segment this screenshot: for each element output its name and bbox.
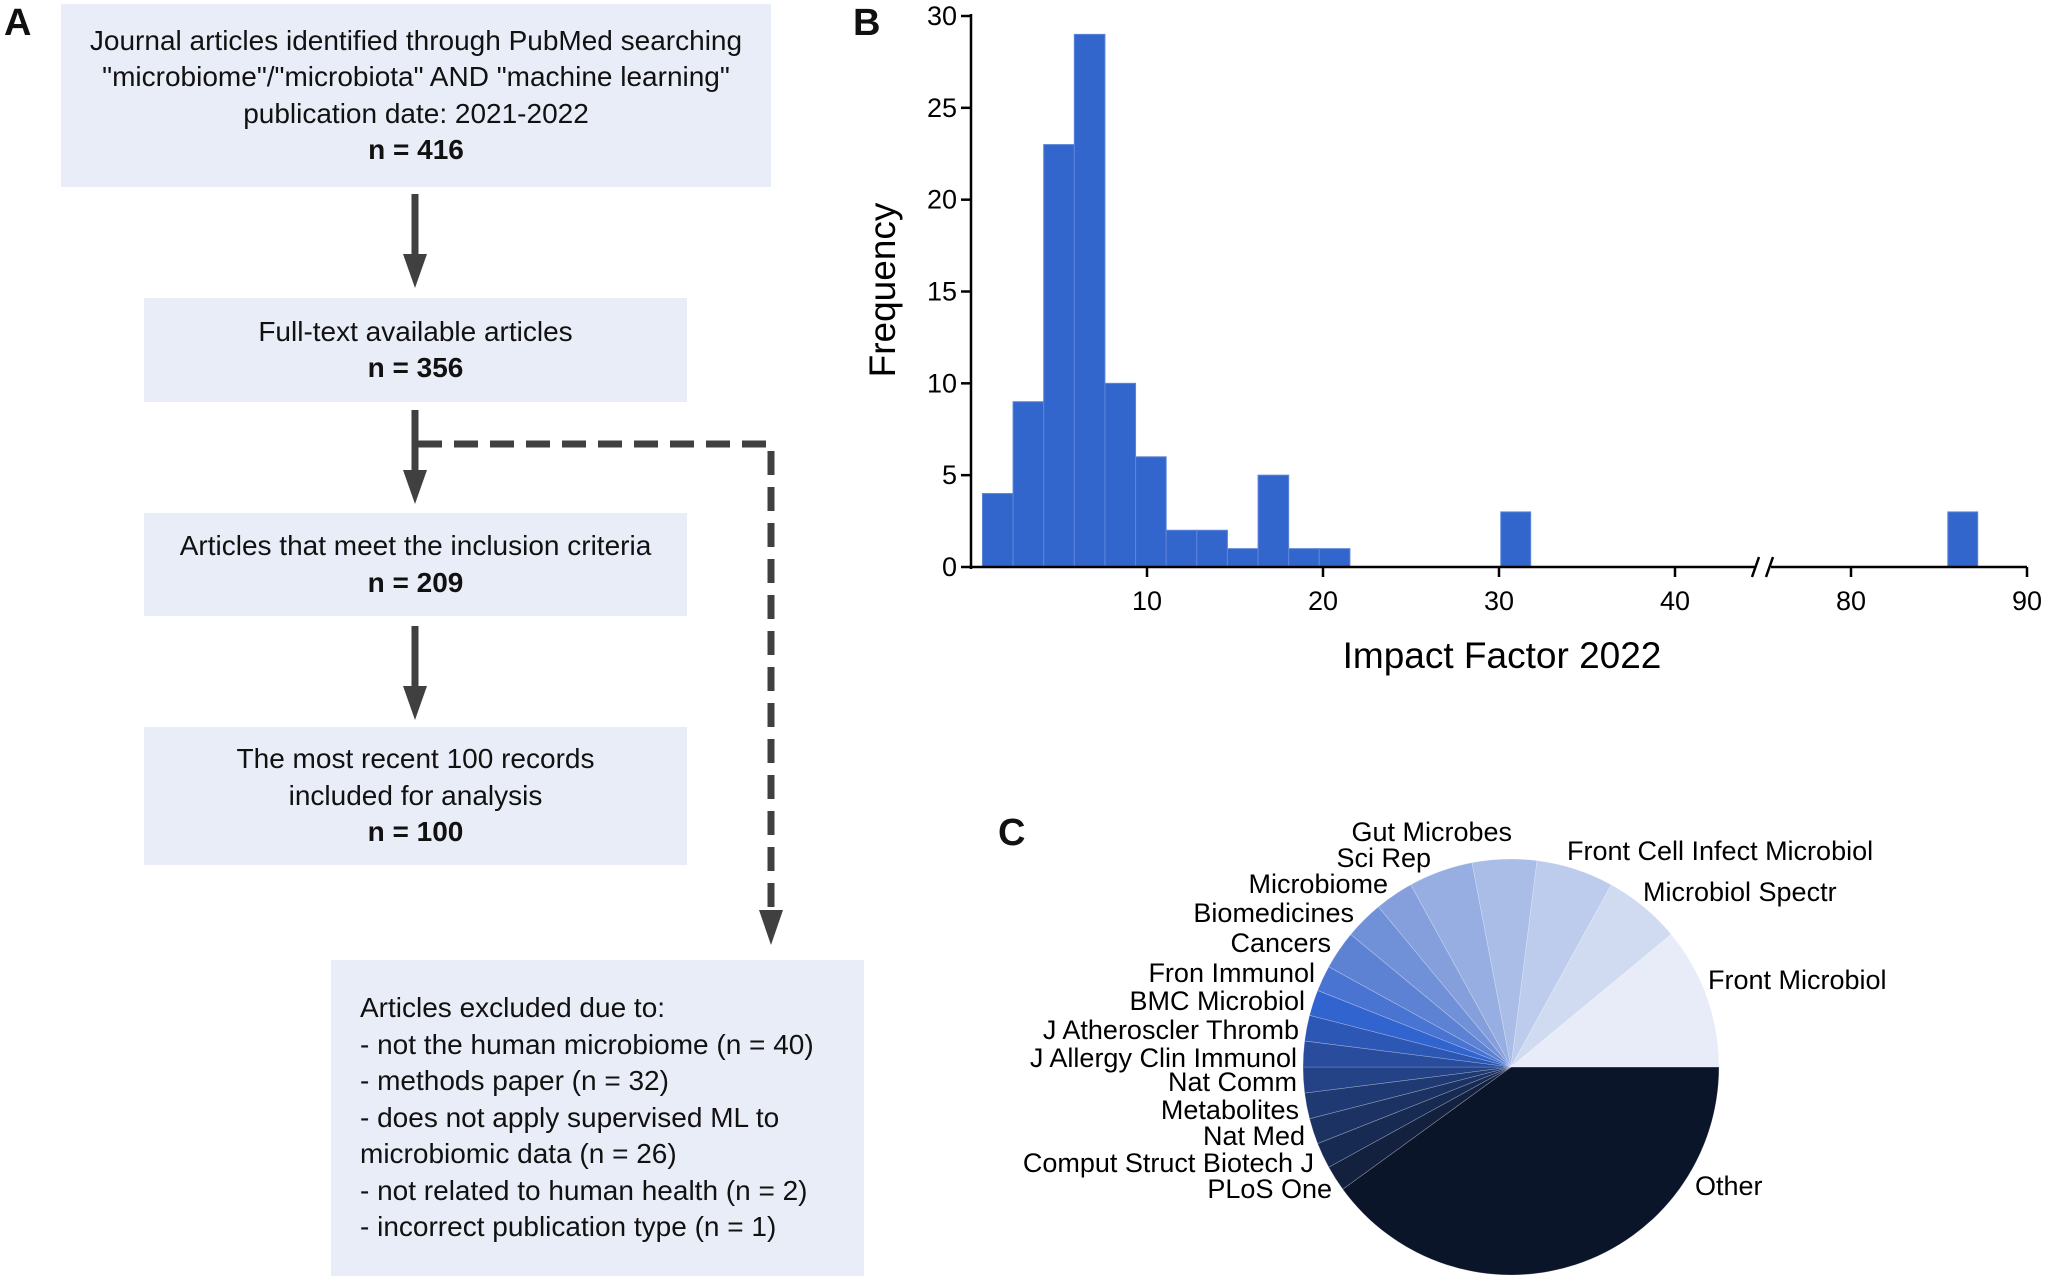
excluded-reason: - methods paper (n = 32)	[360, 1065, 669, 1096]
box-inclusion: Articles that meet the inclusion criteri…	[144, 513, 687, 616]
box-identified-line-3: publication date: 2021-2022	[243, 97, 589, 129]
panel-label-c: C	[998, 812, 1026, 854]
panel-label-b: B	[853, 2, 881, 44]
box-inclusion-count: n = 209	[367, 566, 464, 598]
dashed-exclusion-arrow	[418, 440, 783, 945]
excluded-reason: - incorrect publication type (n = 1)	[360, 1211, 777, 1242]
box-identified-line-2: "microbiome"/"microbiota" AND "machine l…	[102, 61, 730, 92]
excluded-reason: - not related to human health (n = 2)	[360, 1174, 808, 1206]
excluded-title: Articles excluded due to:	[360, 992, 666, 1023]
box-full-text-line-1: Full-text available articles	[258, 315, 573, 347]
box-identified-line-1: Journal articles identified through PubM…	[89, 24, 743, 56]
box-analysis-line-1: The most recent 100 records	[236, 743, 595, 775]
arrow-1	[403, 194, 427, 288]
excluded-reason: - does not apply supervised ML to	[360, 1101, 780, 1133]
arrow-2	[403, 410, 427, 504]
box-inclusion-line-1: Articles that meet the inclusion criteri…	[179, 530, 652, 561]
box-full-text: Full-text available articles n = 356	[144, 298, 687, 402]
box-excluded: Articles excluded due to: - not the huma…	[331, 960, 864, 1276]
box-identified: Journal articles identified through PubM…	[61, 4, 771, 187]
excluded-reason: microbiomic data (n = 26)	[360, 1138, 677, 1169]
box-analysis-line-2: included for analysis	[288, 779, 543, 811]
excluded-reason: - not the human microbiome (n = 40)	[360, 1028, 814, 1060]
panel-label-a: A	[4, 2, 32, 44]
box-analysis: The most recent 100 records included for…	[144, 727, 687, 865]
arrow-3	[403, 626, 427, 720]
box-identified-count: n = 416	[368, 134, 464, 165]
box-analysis-count: n = 100	[367, 816, 464, 848]
box-full-text-count: n = 356	[367, 352, 464, 383]
